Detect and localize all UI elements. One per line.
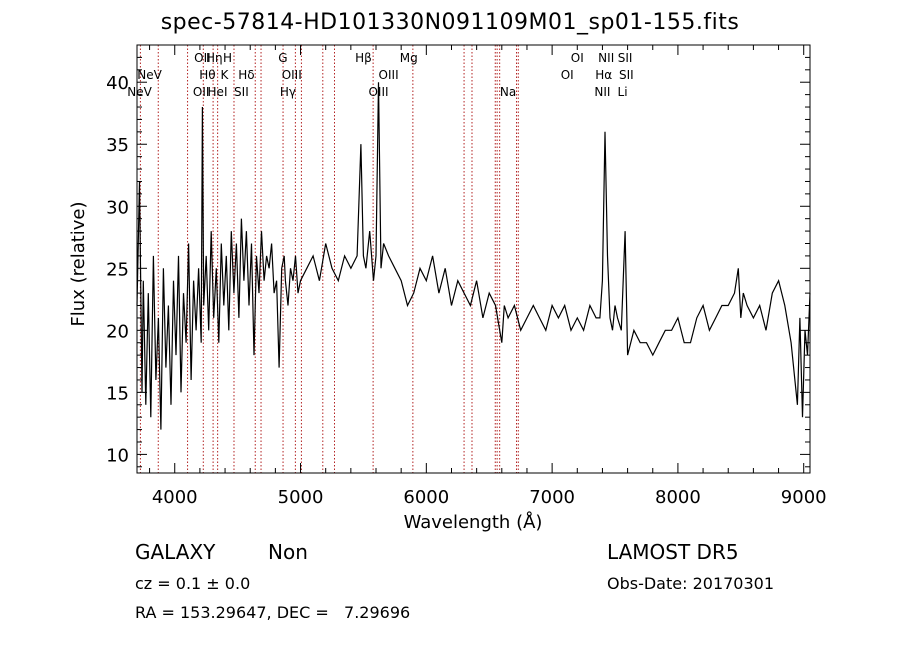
line-label: OIII <box>379 68 399 82</box>
x-axis-label: Wavelength (Å) <box>404 511 543 533</box>
y-tick-label: 30 <box>106 197 129 218</box>
line-label: K <box>220 68 229 82</box>
line-label: NeV <box>127 85 152 99</box>
line-label: OI <box>571 51 584 65</box>
survey-name: LAMOST DR5 <box>607 540 739 564</box>
line-label: OI <box>561 68 574 82</box>
line-label: H <box>223 51 232 65</box>
line-label: Mg <box>400 51 418 65</box>
y-tick-label: 15 <box>106 383 129 404</box>
redshift-cz: cz = 0.1 ± 0.0 <box>135 574 251 593</box>
x-tick-label: 8000 <box>655 487 701 508</box>
observation-date: Obs-Date: 20170301 <box>607 574 775 593</box>
sky-coordinates: RA = 153.29647, DEC = 7.29696 <box>135 603 411 622</box>
y-axis-ticks: 10 15 20 25 30 35 40 <box>106 44 810 468</box>
line-label: SII <box>234 85 249 99</box>
line-label: SII <box>619 68 634 82</box>
y-tick-label: 25 <box>106 259 129 280</box>
line-label: G <box>278 51 287 65</box>
y-tick-label: 20 <box>106 321 129 342</box>
x-tick-label: 4000 <box>152 487 198 508</box>
line-label: Hδ <box>238 68 254 82</box>
object-subclass: Non <box>268 540 308 564</box>
y-axis-label: Flux (relative) <box>68 201 89 326</box>
x-tick-label: 5000 <box>278 487 324 508</box>
x-axis-ticks: 4000 5000 6000 7000 8000 9000 <box>149 45 827 508</box>
line-label: SII <box>618 51 633 65</box>
plot-frame <box>136 44 811 474</box>
spectrum-series-line <box>136 82 811 430</box>
line-label: Hβ <box>355 51 372 65</box>
line-label: OIII <box>282 68 302 82</box>
line-label: NII <box>594 85 610 99</box>
y-tick-label: 35 <box>106 135 129 156</box>
object-class: GALAXY <box>135 540 216 564</box>
x-tick-label: 7000 <box>529 487 575 508</box>
line-label: Hα <box>595 68 612 82</box>
line-label: OII <box>193 85 210 99</box>
line-label: NeV <box>137 68 162 82</box>
line-label: Hθ <box>199 68 215 82</box>
x-tick-label: 9000 <box>781 487 827 508</box>
line-label: Li <box>618 85 628 99</box>
line-label: Na <box>500 85 516 99</box>
chart-title: spec-57814-HD101330N091109M01_sp01-155.f… <box>160 10 740 35</box>
line-label: NII <box>598 51 614 65</box>
line-label: OII <box>194 51 211 65</box>
y-tick-label: 10 <box>106 445 129 466</box>
line-label: Hη <box>206 51 223 65</box>
line-label: Hγ <box>280 85 296 99</box>
y-tick-label: 40 <box>106 73 129 94</box>
x-tick-label: 6000 <box>403 487 449 508</box>
line-label: HeI <box>208 85 228 99</box>
